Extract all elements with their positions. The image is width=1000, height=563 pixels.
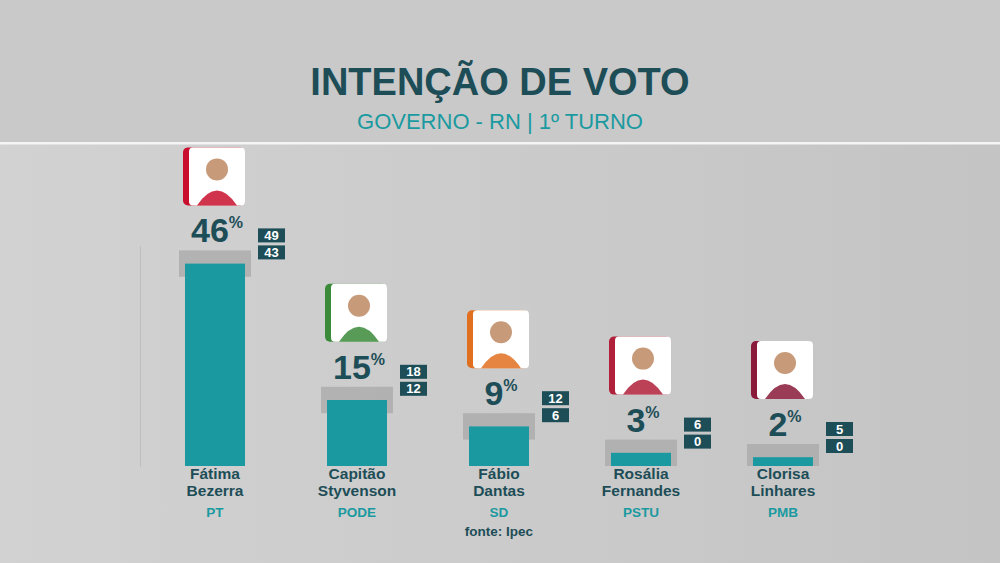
data-label: 2% (768, 405, 801, 443)
category-label: ClorisaLinhares (751, 465, 816, 499)
portrait-body (339, 327, 379, 342)
portrait-body (481, 353, 521, 368)
header-rule (0, 142, 1000, 145)
party-label: PSTU (623, 505, 659, 520)
lower-label: 43 (264, 245, 278, 260)
portrait-frame (757, 341, 813, 399)
header-band (0, 0, 1000, 143)
portrait-head (632, 348, 654, 370)
party-label: PT (206, 505, 224, 520)
portrait-accent (751, 341, 813, 399)
data-label: 15% (333, 348, 385, 386)
lower-label: 0 (836, 439, 843, 454)
portrait-head (774, 352, 796, 374)
portrait-body (197, 190, 237, 205)
upper-label: 5 (836, 422, 843, 437)
portrait-frame (331, 284, 387, 342)
portrait-head (490, 321, 512, 343)
portrait (325, 284, 387, 342)
portrait-accent (609, 337, 671, 395)
upper-label: 18 (406, 364, 420, 379)
upper-label: 49 (264, 228, 278, 243)
portrait (751, 341, 813, 399)
portrait-accent (325, 284, 387, 342)
category-label: RosáliaFernandes (602, 465, 680, 499)
bar (327, 400, 387, 466)
portrait-frame (189, 147, 245, 205)
bar (185, 264, 245, 466)
party-label: PMB (768, 505, 798, 520)
y-axis-line (140, 247, 141, 467)
lower-label: 0 (694, 434, 701, 449)
party-label: PODE (338, 505, 376, 520)
upper-box (684, 418, 711, 432)
lower-box (542, 408, 569, 422)
portrait-accent (183, 147, 245, 205)
upper-box (826, 422, 853, 436)
chart: INTENÇÃO DE VOTO GOVERNO - RN | 1º TURNO 4… (0, 0, 1000, 563)
lower-box (258, 245, 285, 259)
data-label: 46% (191, 211, 243, 249)
category-label: CapitãoStyvenson (318, 465, 396, 499)
lower-label: 12 (406, 381, 420, 396)
upper-box (400, 365, 427, 379)
category-label: FátimaBezerra (187, 465, 244, 499)
bar (469, 426, 529, 466)
source: fonte: Ipec (465, 524, 534, 539)
lower-box (826, 439, 853, 453)
error-range (605, 440, 677, 466)
upper-label: 6 (694, 417, 701, 432)
lower-label: 6 (552, 408, 559, 423)
portrait (467, 310, 529, 368)
lower-box (400, 382, 427, 396)
party-label: SD (490, 505, 509, 520)
portrait-head (206, 158, 228, 180)
upper-label: 12 (548, 391, 562, 406)
data-label: 9% (484, 374, 517, 412)
background (0, 0, 1000, 563)
plot-area (179, 250, 819, 466)
portrait-frame (473, 310, 529, 368)
portrait-frame (615, 337, 671, 395)
portrait (183, 147, 245, 205)
labels: 46% 49 43 FátimaBezerra PT 15% 18 12 CapitãoStyv… (183, 147, 853, 520)
portrait-body (623, 380, 663, 395)
error-range (747, 444, 819, 466)
data-label: 3% (626, 401, 659, 439)
portrait (609, 337, 671, 395)
portrait-body (765, 384, 805, 399)
portrait-head (348, 295, 370, 317)
y-axis (140, 247, 141, 467)
lower-box (684, 435, 711, 449)
upper-box (258, 228, 285, 242)
category-label: FábioDantas (473, 465, 525, 499)
title: INTENÇÃO DE VOTO (310, 60, 689, 103)
upper-box (542, 391, 569, 405)
subtitle: GOVERNO - RN | 1º TURNO (357, 109, 643, 134)
portrait-accent (467, 310, 529, 368)
